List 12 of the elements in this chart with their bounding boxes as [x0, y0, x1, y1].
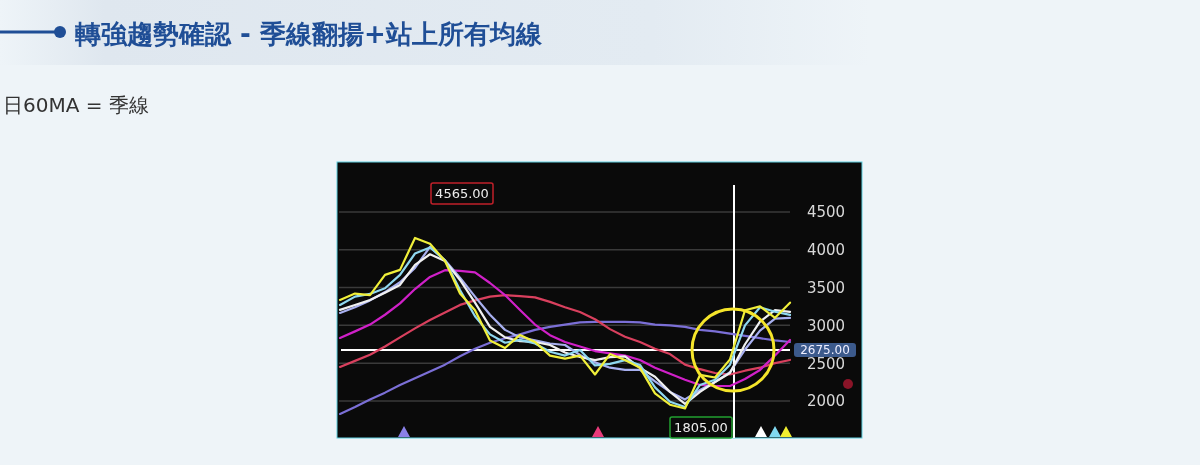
y-tick-label: 3000 — [806, 316, 846, 335]
text: 日60MA = 季線 — [3, 93, 149, 117]
line-series — [338, 269, 792, 388]
chart-title: 轉強趨勢確認 - 季線翻揚+站上所有均線 — [74, 19, 543, 49]
y-tick-label: 2000 — [806, 392, 846, 411]
line-series — [338, 293, 792, 376]
line-series — [338, 320, 792, 416]
y-tick-label: 4000 — [806, 241, 846, 260]
annotation: 4565.00 — [435, 186, 489, 201]
y-tick-label: 4500 — [806, 203, 846, 222]
annotation: 1805.00 — [674, 420, 728, 435]
y-tick-label: 3500 — [806, 279, 846, 298]
